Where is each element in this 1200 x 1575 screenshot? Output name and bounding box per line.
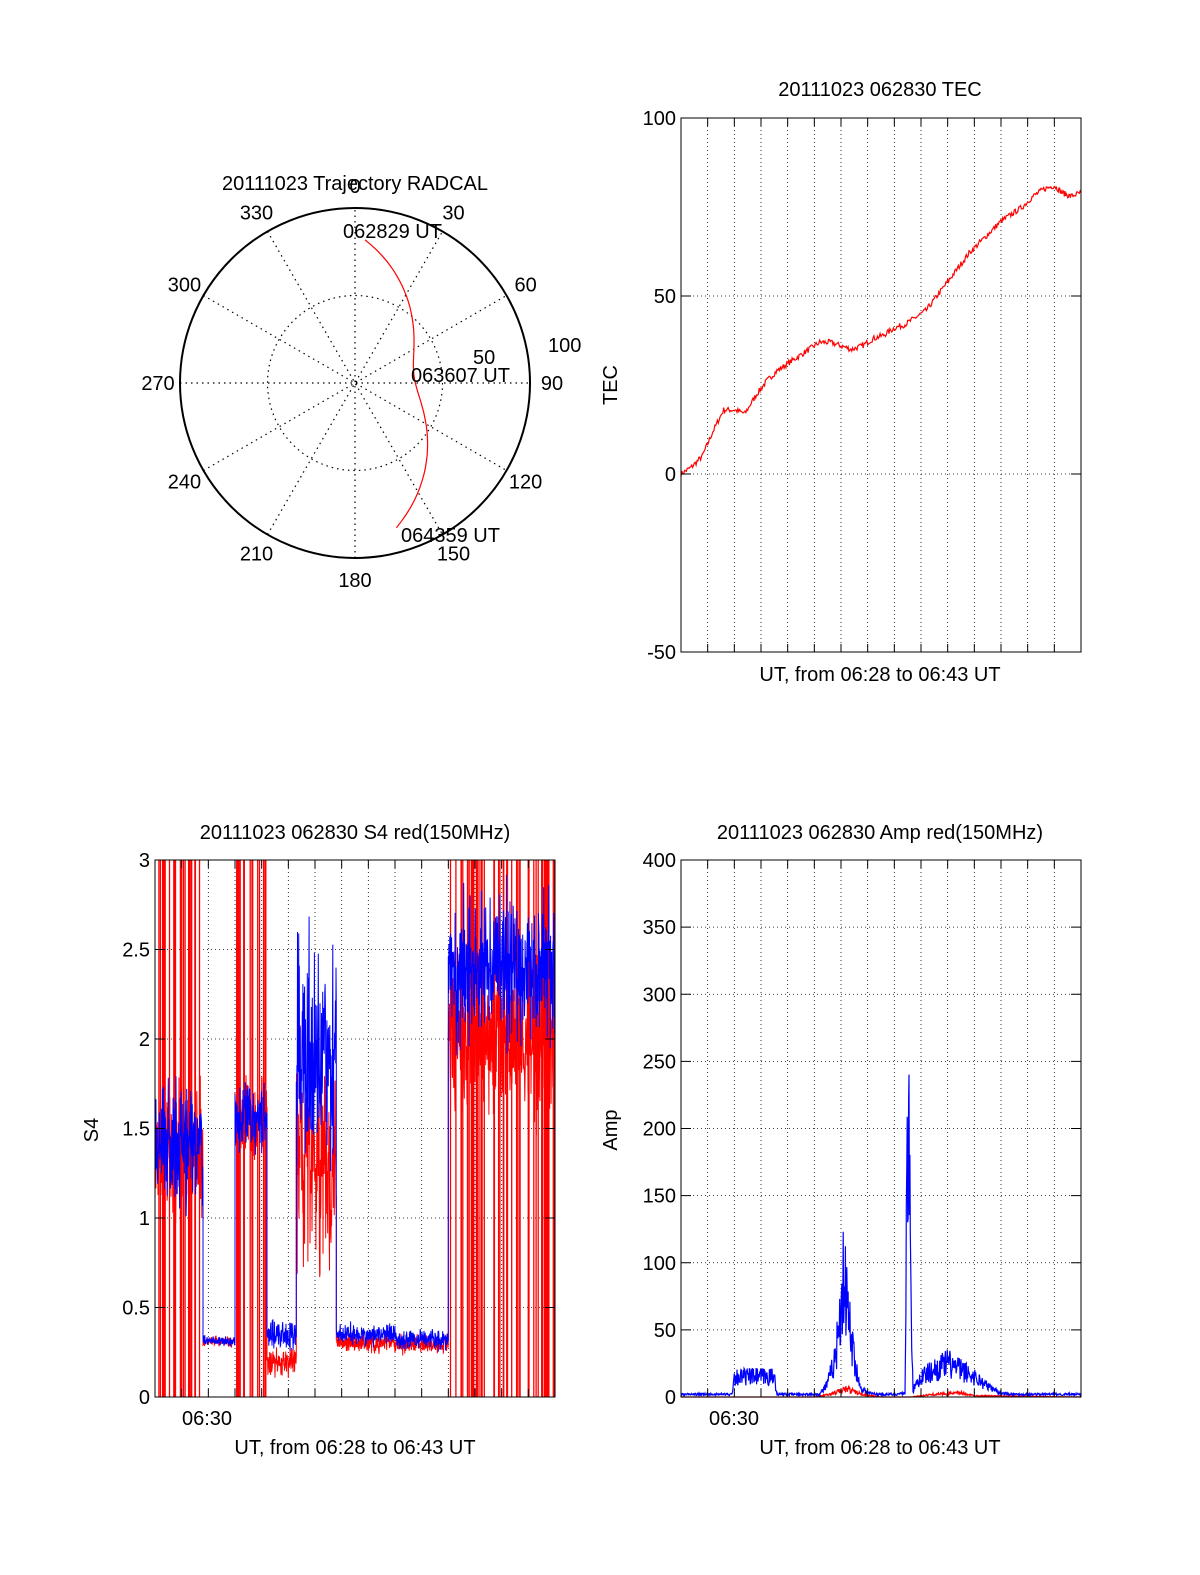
polar-spoke bbox=[266, 231, 444, 535]
y-tick-label: 50 bbox=[654, 1320, 676, 1342]
trajectory-start-annotation: 062829 UT bbox=[343, 221, 442, 243]
y-tick-label: 0 bbox=[665, 464, 676, 486]
y-tick-label: 200 bbox=[643, 1119, 676, 1141]
y-tick-label: 0 bbox=[665, 1387, 676, 1409]
y-tick-label: 350 bbox=[643, 917, 676, 939]
polar-azimuth-label: 150 bbox=[437, 544, 470, 566]
amp-title: 20111023 062830 Amp red(150MHz) bbox=[717, 822, 1043, 844]
s4-tick-marks bbox=[155, 859, 555, 1398]
s4-blue-series bbox=[154, 874, 556, 1352]
y-tick-label: 0 bbox=[139, 1387, 150, 1409]
amp-panel: 20111023 062830 Amp red(150MHz) 400 350 30… bbox=[600, 822, 1082, 1459]
amp-y-axis-label: Amp bbox=[600, 1109, 622, 1150]
tec-plot-frame bbox=[680, 117, 1082, 653]
amp-series bbox=[680, 1074, 1082, 1398]
s4-x-axis-label: UT, from 06:28 to 06:43 UT bbox=[234, 1437, 475, 1459]
s4-y-axis-label: S4 bbox=[81, 1118, 103, 1142]
y-tick-label: 3 bbox=[139, 850, 150, 872]
y-tick-label: 0.5 bbox=[122, 1298, 150, 1320]
trajectory-panel: 20111023 Trajectory RADCAL 0 30 60 90 120 150… bbox=[141, 173, 581, 592]
trajectory-track bbox=[364, 239, 429, 529]
y-tick-label: -50 bbox=[647, 642, 676, 664]
polar-azimuth-label: 270 bbox=[141, 373, 174, 395]
trajectory-title: 20111023 Trajectory RADCAL bbox=[222, 173, 488, 195]
tec-grid bbox=[681, 118, 1081, 652]
polar-azimuth-labels: 0 30 60 90 120 150 180 210 240 270 300 330 bbox=[141, 176, 563, 592]
amp-grid bbox=[681, 860, 1081, 1397]
polar-spoke bbox=[203, 294, 507, 472]
y-tick-label: 400 bbox=[643, 850, 676, 872]
tec-x-axis-label: UT, from 06:28 to 06:43 UT bbox=[759, 664, 1000, 686]
amp-y-tick-labels: 400 350 300 250 200 150 100 50 0 bbox=[643, 850, 676, 1409]
y-tick-label: 50 bbox=[654, 286, 676, 308]
tec-tick-marks bbox=[681, 117, 1081, 653]
polar-radial-label-100: 100 bbox=[548, 335, 581, 357]
polar-spoke bbox=[266, 231, 444, 535]
polar-grid bbox=[180, 208, 530, 558]
tec-panel: 20111023 062830 TEC 100 50 0 -50 UT, from 0… bbox=[600, 79, 1082, 686]
amp-blue-line bbox=[680, 1074, 1082, 1398]
y-tick-label: 2 bbox=[139, 1029, 150, 1051]
polar-azimuth-label: 0 bbox=[349, 176, 360, 198]
tec-y-axis-label: TEC bbox=[600, 365, 622, 405]
polar-spoke bbox=[203, 294, 507, 472]
polar-azimuth-label: 240 bbox=[168, 472, 201, 494]
amp-x-tick-label: 06:30 bbox=[709, 1408, 759, 1430]
polar-azimuth-label: 180 bbox=[338, 570, 371, 592]
s4-blue-line bbox=[154, 874, 556, 1352]
amp-x-axis-label: UT, from 06:28 to 06:43 UT bbox=[759, 1437, 1000, 1459]
polar-outer-ring bbox=[179, 207, 531, 559]
y-tick-label: 150 bbox=[643, 1186, 676, 1208]
y-tick-label: 300 bbox=[643, 984, 676, 1006]
s4-x-tick-label: 06:30 bbox=[182, 1408, 232, 1430]
amp-tick-marks bbox=[681, 859, 1081, 1398]
y-tick-label: 250 bbox=[643, 1051, 676, 1073]
polar-azimuth-label: 210 bbox=[240, 544, 273, 566]
trajectory-end-annotation: 064359 UT bbox=[401, 525, 500, 547]
s4-y-tick-labels: 3 2.5 2 1.5 1 0.5 0 bbox=[122, 850, 150, 1409]
tec-y-tick-labels: 100 50 0 -50 bbox=[643, 108, 676, 664]
s4-title: 20111023 062830 S4 red(150MHz) bbox=[200, 822, 511, 844]
polar-azimuth-label: 60 bbox=[514, 275, 536, 297]
trajectory-mid-annotation: 063607 UT bbox=[411, 365, 510, 387]
y-tick-label: 2.5 bbox=[122, 940, 150, 962]
polar-radial-label-50: 50 bbox=[473, 347, 495, 369]
y-tick-label: 100 bbox=[643, 108, 676, 130]
polar-azimuth-label: 90 bbox=[541, 373, 563, 395]
tec-title: 20111023 062830 TEC bbox=[778, 79, 982, 101]
s4-panel: 20111023 062830 S4 red(150MHz) 3 2.5 2 1.5 1… bbox=[81, 822, 556, 1459]
polar-azimuth-label: 330 bbox=[240, 202, 273, 224]
y-tick-label: 100 bbox=[643, 1253, 676, 1275]
polar-azimuth-label: 120 bbox=[509, 472, 542, 494]
tec-series-line bbox=[680, 185, 1082, 477]
y-tick-label: 1 bbox=[139, 1208, 150, 1230]
y-tick-label: 1.5 bbox=[122, 1119, 150, 1141]
polar-range-ring bbox=[266, 294, 444, 472]
polar-azimuth-label: 300 bbox=[168, 275, 201, 297]
polar-azimuth-label: 30 bbox=[442, 202, 464, 224]
